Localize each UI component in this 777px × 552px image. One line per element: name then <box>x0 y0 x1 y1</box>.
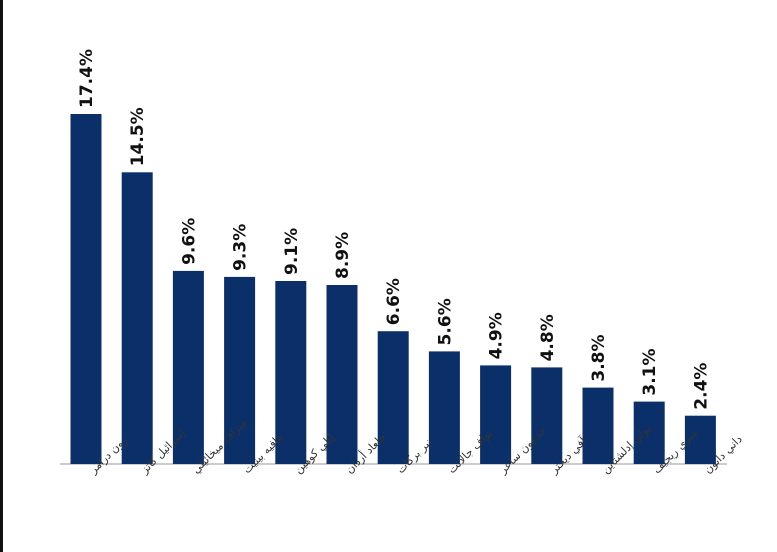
value-label-8: 5.6% <box>435 298 455 345</box>
value-label-6: 8.9% <box>333 232 353 279</box>
value-label-3: 9.6% <box>179 218 199 265</box>
value-label-5: 9.1% <box>282 228 302 275</box>
value-label-12: 3.1% <box>640 348 660 395</box>
bar-5 <box>275 281 307 464</box>
value-label-13: 2.4% <box>691 363 711 410</box>
bars-group <box>70 114 716 465</box>
value-label-10: 4.8% <box>538 314 558 361</box>
bar-12 <box>633 401 665 464</box>
value-label-7: 6.6% <box>384 278 404 325</box>
bar-6 <box>326 285 358 464</box>
value-label-2: 14.5% <box>128 107 148 166</box>
bar-4 <box>224 276 256 464</box>
value-label-9: 4.9% <box>487 312 507 359</box>
bar-3 <box>172 270 204 464</box>
bar-10 <box>531 367 563 464</box>
bar-1 <box>70 114 102 464</box>
value-label-4: 9.3% <box>231 224 251 271</box>
bar-9 <box>480 365 512 464</box>
value-labels-group: 17.4% 14.5% 9.6% 9.3% 9.1% 8.9% 6.6% 5.6% 4.9% 4.… <box>77 49 711 410</box>
bar-11 <box>582 387 614 464</box>
bar-8 <box>428 351 460 464</box>
left-border-rule <box>0 0 3 552</box>
bar-13 <box>684 415 716 464</box>
bar-7 <box>377 331 409 464</box>
value-label-11: 3.8% <box>589 334 609 381</box>
value-label-1: 17.4% <box>77 49 97 108</box>
bar-2 <box>121 172 153 465</box>
